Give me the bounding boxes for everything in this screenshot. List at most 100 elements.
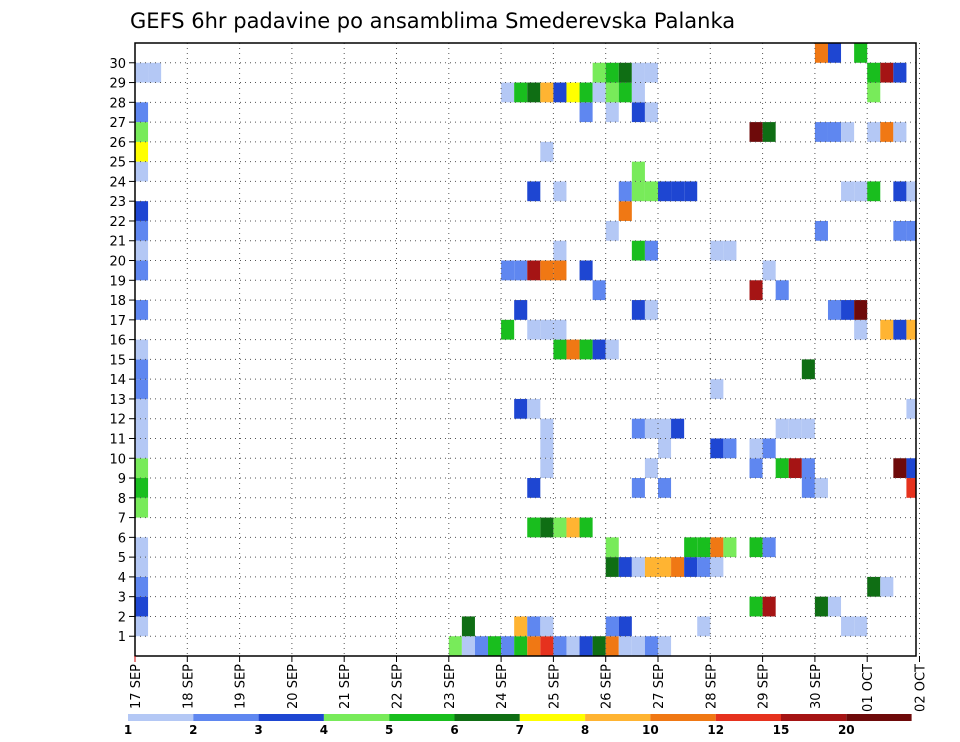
precip-cell-m22 <box>135 201 149 221</box>
precip-cell-m4 <box>631 557 645 577</box>
precip-cell-m26 <box>841 122 855 142</box>
precip-cell-m28 <box>527 82 541 103</box>
precip-cell-m1 <box>841 616 855 637</box>
precip-cell-m20 <box>135 240 149 261</box>
precip-cell-m12 <box>906 398 916 419</box>
x-tick-label: 18 SEP <box>181 664 196 709</box>
precip-cell-m10 <box>749 438 763 459</box>
precip-cell-m0 <box>514 636 528 656</box>
precip-cell-m5 <box>749 537 763 558</box>
chart-title: GEFS 6hr padavine po ansamblima Smederev… <box>130 9 735 33</box>
precip-cell-m5 <box>723 537 737 558</box>
y-tick-label: 4 <box>118 571 126 586</box>
legend-swatch <box>650 714 716 721</box>
x-tick-label: 25 SEP <box>547 664 562 709</box>
x-tick-label: 30 SEP <box>809 664 824 709</box>
y-tick-label: 22 <box>109 215 126 230</box>
precip-cell-m6 <box>566 517 580 538</box>
precip-cell-m28 <box>631 82 645 103</box>
precip-cell-m11 <box>788 418 802 439</box>
precip-cell-m6 <box>527 517 541 538</box>
precip-cell-m16 <box>553 319 567 340</box>
legend-swatch <box>781 714 847 721</box>
precip-cell-m19 <box>527 260 541 281</box>
x-tick-label: 20 SEP <box>286 664 301 709</box>
precip-cell-m24 <box>135 161 149 182</box>
y-tick-label: 28 <box>109 96 126 111</box>
precip-cell-m21 <box>605 220 619 241</box>
precip-cell-m19 <box>579 260 593 281</box>
precip-cell-m8 <box>631 478 645 498</box>
legend-label: 5 <box>385 723 393 737</box>
precip-cell-m16 <box>880 319 894 340</box>
precip-cell-m5 <box>684 537 698 558</box>
y-tick-label: 29 <box>109 77 126 92</box>
precip-cell-m11 <box>775 418 789 439</box>
precip-cell-m9 <box>644 458 658 479</box>
precip-cell-m9 <box>788 458 802 479</box>
precip-cell-m16 <box>501 319 515 340</box>
precip-cell-m29 <box>618 62 632 83</box>
precip-cell-m5 <box>605 537 619 558</box>
precip-cell-m8 <box>527 478 541 498</box>
precip-cell-m21 <box>135 220 149 241</box>
precip-cell-m28 <box>579 82 593 103</box>
precip-cell-m0 <box>592 636 606 656</box>
precip-cell-m8 <box>814 478 828 498</box>
precip-cell-m11 <box>135 418 149 439</box>
precip-cell-m5 <box>710 537 724 558</box>
y-tick-label: 13 <box>109 393 126 408</box>
precip-cell-m19 <box>540 260 554 281</box>
precip-cell-m28 <box>566 82 580 103</box>
precip-cell-m0 <box>579 636 593 656</box>
precip-cell-m26 <box>749 122 763 142</box>
precip-cell-m24 <box>631 161 645 182</box>
x-tick-label: 29 SEP <box>757 664 772 709</box>
legend-label: 2 <box>189 723 197 737</box>
precip-cell-m0 <box>474 636 489 656</box>
precip-cell-m6 <box>540 517 554 538</box>
precip-cell-m19 <box>135 260 149 281</box>
precip-cell-m26 <box>880 122 894 142</box>
precip-cell-m12 <box>514 398 528 419</box>
grid-layer <box>135 43 920 656</box>
legend-swatch <box>454 714 520 721</box>
precip-cell-m13 <box>135 379 149 399</box>
precip-cell-m9 <box>893 458 907 479</box>
precip-cell-m1 <box>618 616 632 637</box>
precip-cell-m1 <box>854 616 868 637</box>
y-tick-label: 6 <box>118 531 126 546</box>
legend-swatch <box>258 714 324 721</box>
precip-cell-m27 <box>605 102 619 123</box>
precip-cell-m10 <box>540 438 554 459</box>
precip-cell-m23 <box>893 181 907 202</box>
precip-cell-m28 <box>618 82 632 103</box>
precip-cell-m2 <box>827 596 842 617</box>
precip-cell-m23 <box>527 181 541 202</box>
precip-cell-m2 <box>749 596 763 617</box>
y-tick-label: 2 <box>118 610 126 625</box>
precip-cell-m26 <box>893 122 907 142</box>
precip-cell-m22 <box>618 201 632 221</box>
precip-cell-m4 <box>644 557 658 577</box>
precip-cell-m0 <box>488 636 502 656</box>
precip-cell-m0 <box>618 636 632 656</box>
legend-label: 15 <box>773 723 790 737</box>
precip-cell-m9 <box>906 458 916 479</box>
precip-cell-m23 <box>671 181 685 202</box>
precip-cell-m28 <box>592 82 606 103</box>
legend-swatch <box>715 714 781 721</box>
precip-cell-m15 <box>605 339 619 360</box>
precip-cell-m23 <box>658 181 672 202</box>
y-axis: 1234567891011121314151617181920212223242… <box>109 57 135 645</box>
precip-cell-m0 <box>631 636 645 656</box>
precip-cell-m14 <box>135 359 149 380</box>
precip-cell-m13 <box>710 379 724 399</box>
precip-cell-m1 <box>697 616 711 637</box>
precip-cell-m4 <box>135 557 149 577</box>
precip-cell-m11 <box>540 418 554 439</box>
precip-cell-m3 <box>135 576 149 597</box>
precip-cell-m4 <box>605 557 619 577</box>
legend: 1 2 3 4 5 6 7 8 10 12 15 20 <box>124 714 912 737</box>
precip-cell-m21 <box>893 220 907 241</box>
